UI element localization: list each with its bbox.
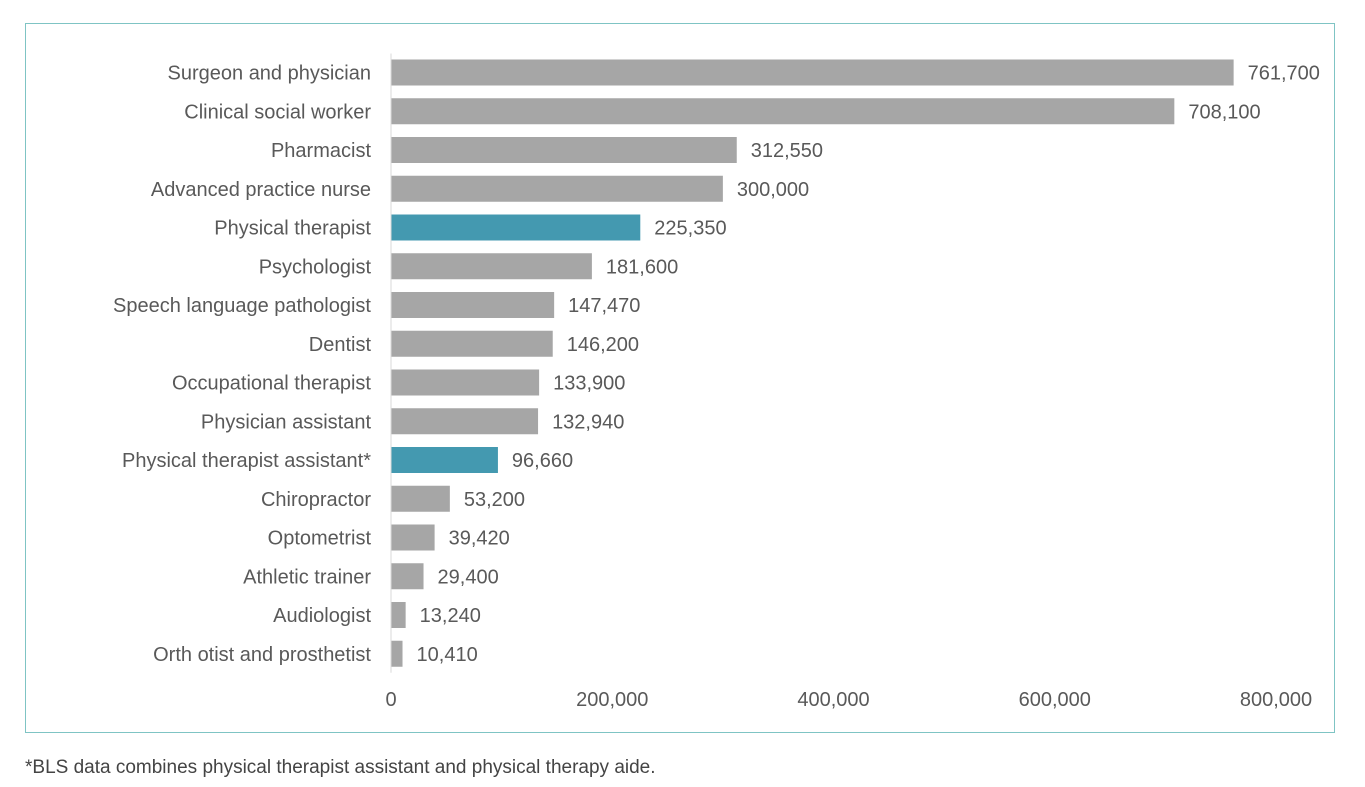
bar-physical-therapist-assistant bbox=[391, 447, 498, 473]
bar-clinical-social-worker bbox=[391, 98, 1175, 125]
value-label-optometrist: 39,420 bbox=[449, 528, 510, 550]
bar-pharmacist bbox=[391, 137, 737, 163]
bars-layer bbox=[391, 59, 1234, 667]
value-label-advanced-practice-nurse: 300,000 bbox=[737, 179, 809, 201]
category-label-chiropractor: Chiropractor bbox=[261, 489, 371, 511]
x-axis: 0 200,000 400,000 600,000 800,000 bbox=[385, 53, 1312, 711]
category-label-physical-therapist-assistant: Physical therapist assistant* bbox=[122, 450, 371, 472]
value-label-physical-therapist: 225,350 bbox=[654, 218, 726, 240]
category-label-athletic-trainer: Athletic trainer bbox=[243, 566, 371, 588]
bar-chiropractor bbox=[391, 485, 450, 512]
category-labels: Surgeon and physician Clinical social wor… bbox=[113, 63, 371, 666]
bar-surgeon-and-physician bbox=[391, 59, 1234, 86]
bar-advanced-practice-nurse bbox=[391, 175, 723, 202]
category-label-psychologist: Psychologist bbox=[259, 256, 372, 278]
value-label-physical-therapist-assistant: 96,660 bbox=[512, 450, 573, 472]
category-label-optometrist: Optometrist bbox=[268, 528, 372, 550]
bar-audiologist bbox=[391, 602, 406, 628]
category-label-surgeon-and-physician: Surgeon and physician bbox=[168, 63, 371, 85]
category-label-pharmacist: Pharmacist bbox=[271, 140, 371, 162]
bar-physical-therapist bbox=[391, 214, 641, 241]
value-label-occupational-therapist: 133,900 bbox=[553, 373, 625, 395]
value-label-dentist: 146,200 bbox=[567, 334, 639, 356]
value-label-orth-otist-and-prosthetist: 10,410 bbox=[417, 644, 478, 666]
bar-physician-assistant bbox=[391, 408, 539, 435]
value-label-clinical-social-worker: 708,100 bbox=[1188, 101, 1260, 123]
value-label-pharmacist: 312,550 bbox=[751, 140, 823, 162]
value-label-psychologist: 181,600 bbox=[606, 256, 678, 278]
bar-dentist bbox=[391, 330, 553, 357]
category-label-occupational-therapist: Occupational therapist bbox=[172, 373, 371, 395]
bar-chart: Surgeon and physician Clinical social wor… bbox=[113, 53, 1320, 711]
value-label-speech-language-pathologist: 147,470 bbox=[568, 295, 640, 317]
bar-psychologist bbox=[391, 253, 592, 280]
bar-occupational-therapist bbox=[391, 369, 540, 396]
category-label-clinical-social-worker: Clinical social worker bbox=[184, 101, 371, 123]
value-label-surgeon-and-physician: 761,700 bbox=[1248, 63, 1320, 85]
value-label-athletic-trainer: 29,400 bbox=[438, 566, 499, 588]
value-labels: 761,700 708,100 312,550 300,000 225,350 181,6… bbox=[417, 63, 1320, 666]
bar-speech-language-pathologist bbox=[391, 292, 555, 318]
category-label-dentist: Dentist bbox=[309, 334, 372, 356]
category-label-physical-therapist: Physical therapist bbox=[214, 218, 371, 240]
value-label-physician-assistant: 132,940 bbox=[552, 411, 624, 433]
x-tick-label: 800,000 bbox=[1240, 689, 1312, 711]
x-tick-label: 400,000 bbox=[797, 689, 869, 711]
x-tick-label: 0 bbox=[385, 689, 396, 711]
value-label-audiologist: 13,240 bbox=[420, 605, 481, 627]
footnote: *BLS data combines physical therapist as… bbox=[25, 757, 656, 778]
category-label-orth-otist-and-prosthetist: Orth otist and prosthetist bbox=[153, 644, 371, 666]
category-label-physician-assistant: Physician assistant bbox=[201, 411, 372, 433]
bar-optometrist bbox=[391, 524, 435, 551]
x-tick-label: 600,000 bbox=[1019, 689, 1091, 711]
chart-frame: Surgeon and physician Clinical social wor… bbox=[25, 23, 1335, 733]
category-label-advanced-practice-nurse: Advanced practice nurse bbox=[151, 179, 371, 201]
category-label-speech-language-pathologist: Speech language pathologist bbox=[113, 295, 371, 317]
bar-orth-otist-and-prosthetist bbox=[391, 640, 403, 667]
value-label-chiropractor: 53,200 bbox=[464, 489, 525, 511]
category-label-audiologist: Audiologist bbox=[273, 605, 371, 627]
bar-athletic-trainer bbox=[391, 563, 424, 590]
x-tick-label: 200,000 bbox=[576, 689, 648, 711]
